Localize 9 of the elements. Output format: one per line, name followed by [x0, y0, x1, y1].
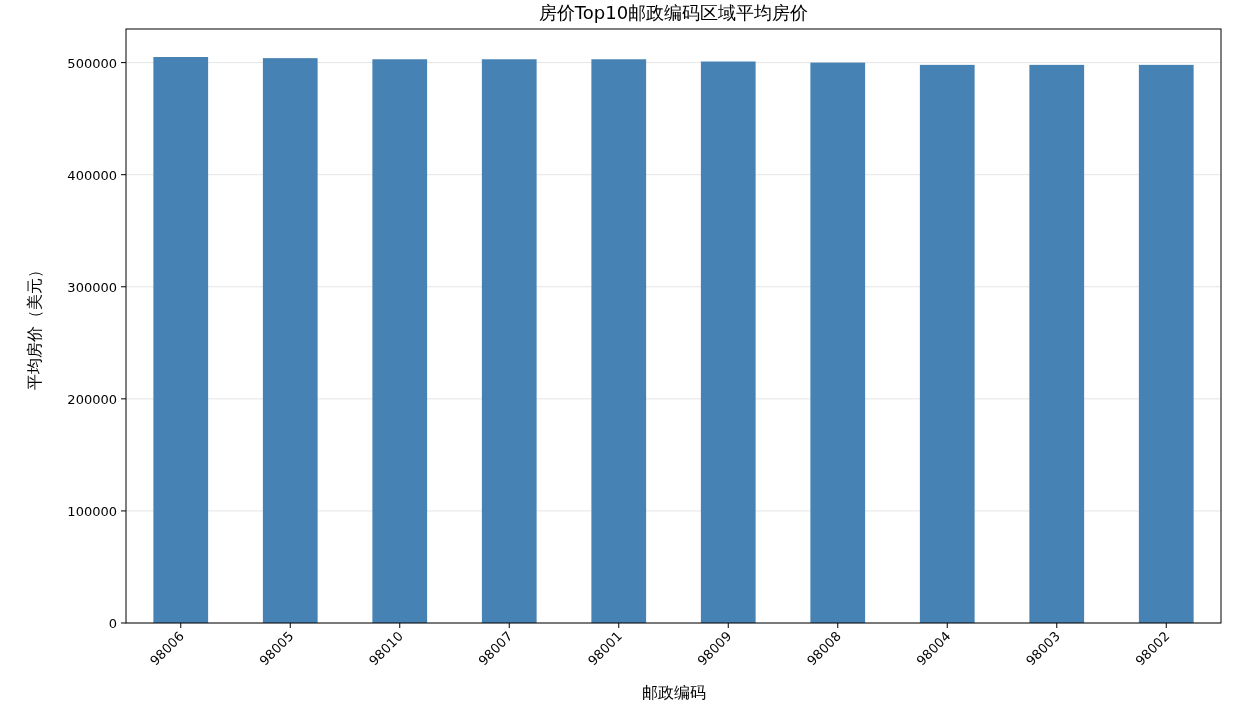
y-tick-label: 300000: [67, 279, 117, 295]
y-tick-label: 500000: [67, 55, 117, 71]
y-axis-title: 平均房价（美元）: [25, 262, 44, 390]
y-tick-label: 0: [108, 616, 117, 631]
y-tick-label: 400000: [67, 167, 117, 183]
x-axis-title: 邮政编码: [641, 683, 706, 702]
chart-title: 房价Top10邮政编码区域平均房价: [538, 2, 809, 23]
y-tick-label: 200000: [67, 391, 117, 407]
y-tick-label: 100000: [67, 503, 117, 519]
